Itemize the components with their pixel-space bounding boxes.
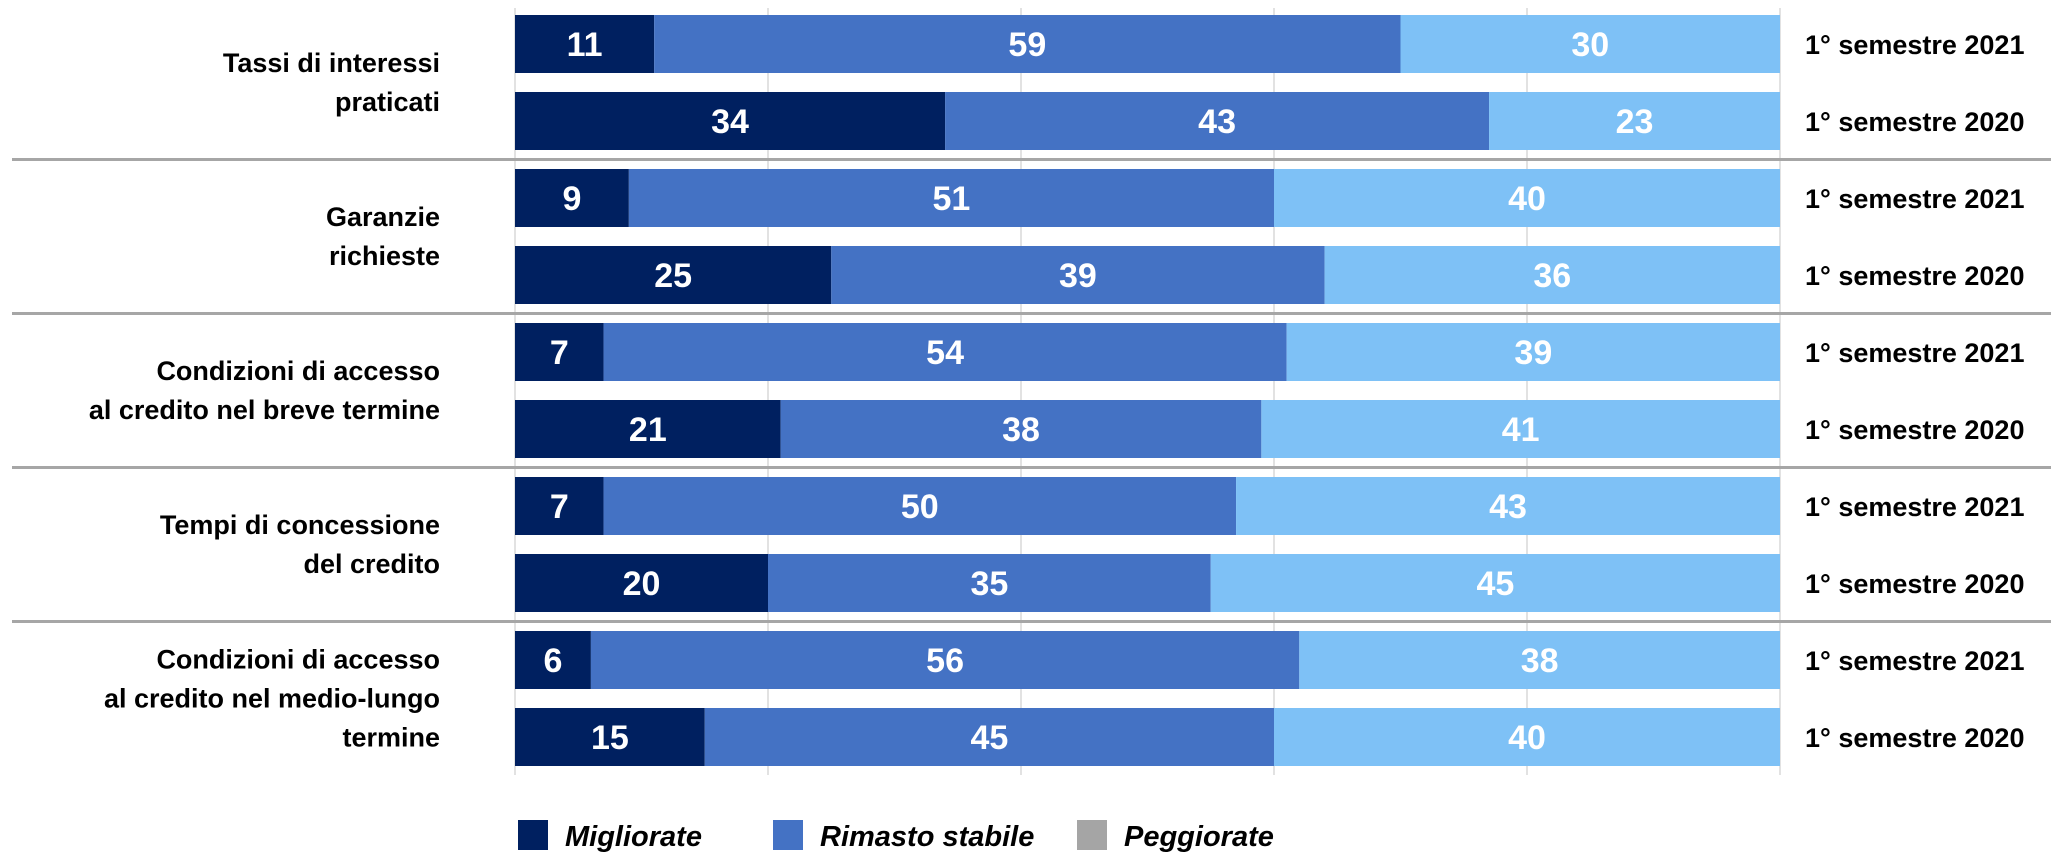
category-label: richieste <box>329 241 440 271</box>
bar-segment-migliorate <box>515 708 705 766</box>
group-separators <box>12 158 2051 623</box>
data-label: 36 <box>1533 257 1571 295</box>
data-label: 41 <box>1502 411 1540 449</box>
data-label: 23 <box>1616 103 1654 141</box>
data-label: 40 <box>1508 719 1546 757</box>
bar-segment-peggiorate <box>1489 92 1780 150</box>
legend-label: Migliorate <box>565 821 702 852</box>
data-label: 56 <box>926 642 964 680</box>
data-label: 39 <box>1514 334 1552 372</box>
data-label: 20 <box>623 565 661 603</box>
period-label: 1° semestre 2021 <box>1805 492 2024 522</box>
legend-swatch <box>773 820 803 850</box>
bar-segment-rimasto-stabile <box>780 400 1262 458</box>
category-label: termine <box>342 723 440 753</box>
data-label: 38 <box>1521 642 1559 680</box>
data-label: 11 <box>567 26 603 64</box>
bar-segment-peggiorate <box>1324 246 1780 304</box>
bar-segment-peggiorate <box>1236 477 1780 535</box>
category-label: al credito nel breve termine <box>89 395 440 425</box>
data-label: 7 <box>550 334 569 372</box>
data-label: 45 <box>1476 565 1514 603</box>
bar-segment-rimasto-stabile <box>590 631 1300 689</box>
period-label: 1° semestre 2021 <box>1805 30 2024 60</box>
data-label: 59 <box>1008 26 1046 64</box>
data-label: 43 <box>1489 488 1527 526</box>
data-label: 45 <box>970 719 1008 757</box>
data-label: 6 <box>543 642 562 680</box>
data-label: 15 <box>591 719 629 757</box>
category-label: Tempi di concessione <box>160 510 440 540</box>
category-label: praticati <box>335 87 440 117</box>
bar-segment-rimasto-stabile <box>628 169 1274 227</box>
bar-segment-peggiorate <box>1274 169 1780 227</box>
data-label: 35 <box>970 565 1008 603</box>
data-label: 50 <box>901 488 939 526</box>
category-label: Condizioni di accesso <box>156 356 440 386</box>
bar-segment-peggiorate <box>1286 323 1780 381</box>
labels: 11 59 30 1° semestre 2021 34 43 23 1° semestre … <box>89 26 2025 757</box>
bar-segment-rimasto-stabile <box>831 246 1325 304</box>
bar-segment-peggiorate <box>1261 400 1780 458</box>
bar-segment-migliorate <box>515 400 781 458</box>
period-label: 1° semestre 2020 <box>1805 261 2024 291</box>
category-label: del credito <box>303 549 440 579</box>
bar-segment-rimasto-stabile <box>654 15 1401 73</box>
bar-segment-rimasto-stabile <box>603 323 1287 381</box>
legend: Migliorate Rimasto stabile Peggiorate <box>518 820 1274 852</box>
data-label: 34 <box>711 103 749 141</box>
data-label: 43 <box>1198 103 1236 141</box>
period-label: 1° semestre 2021 <box>1805 338 2024 368</box>
bar-segment-migliorate <box>515 631 591 689</box>
bar-segment-peggiorate <box>1274 708 1780 766</box>
data-label: 54 <box>926 334 964 372</box>
legend-label: Rimasto stabile <box>820 821 1034 852</box>
data-label: 7 <box>550 488 569 526</box>
bar-segment-migliorate <box>515 92 946 150</box>
bar-segment-migliorate <box>515 15 655 73</box>
period-label: 1° semestre 2020 <box>1805 569 2024 599</box>
bar-segment-migliorate <box>515 323 604 381</box>
bar-segment-rimasto-stabile <box>768 554 1211 612</box>
data-label: 40 <box>1508 180 1546 218</box>
bar-segment-rimasto-stabile <box>704 708 1274 766</box>
period-label: 1° semestre 2020 <box>1805 723 2024 753</box>
bar-segment-rimasto-stabile <box>945 92 1490 150</box>
bar-segment-rimasto-stabile <box>603 477 1237 535</box>
category-label: Tassi di interessi <box>223 48 440 78</box>
bar-segment-migliorate <box>515 477 604 535</box>
category-label: Condizioni di accesso <box>156 645 440 675</box>
data-label: 21 <box>629 411 667 449</box>
bar-segment-peggiorate <box>1299 631 1780 689</box>
bars <box>515 15 1780 766</box>
data-label: 9 <box>562 180 581 218</box>
bar-segment-peggiorate <box>1210 554 1780 612</box>
category-label: Garanzie <box>326 202 440 232</box>
period-label: 1° semestre 2021 <box>1805 184 2024 214</box>
legend-swatch <box>1077 820 1107 850</box>
period-label: 1° semestre 2021 <box>1805 646 2024 676</box>
data-label: 25 <box>654 257 692 295</box>
bar-segment-migliorate <box>515 169 629 227</box>
data-label: 51 <box>933 180 971 218</box>
legend-label: Peggiorate <box>1124 821 1274 852</box>
period-label: 1° semestre 2020 <box>1805 415 2024 445</box>
period-label: 1° semestre 2020 <box>1805 107 2024 137</box>
data-label: 38 <box>1002 411 1040 449</box>
data-label: 39 <box>1059 257 1097 295</box>
legend-swatch <box>518 820 548 850</box>
category-label: al credito nel medio-lungo <box>104 684 440 714</box>
bar-segment-migliorate <box>515 246 832 304</box>
bar-segment-peggiorate <box>1400 15 1780 73</box>
bar-segment-migliorate <box>515 554 768 612</box>
data-label: 30 <box>1571 26 1609 64</box>
